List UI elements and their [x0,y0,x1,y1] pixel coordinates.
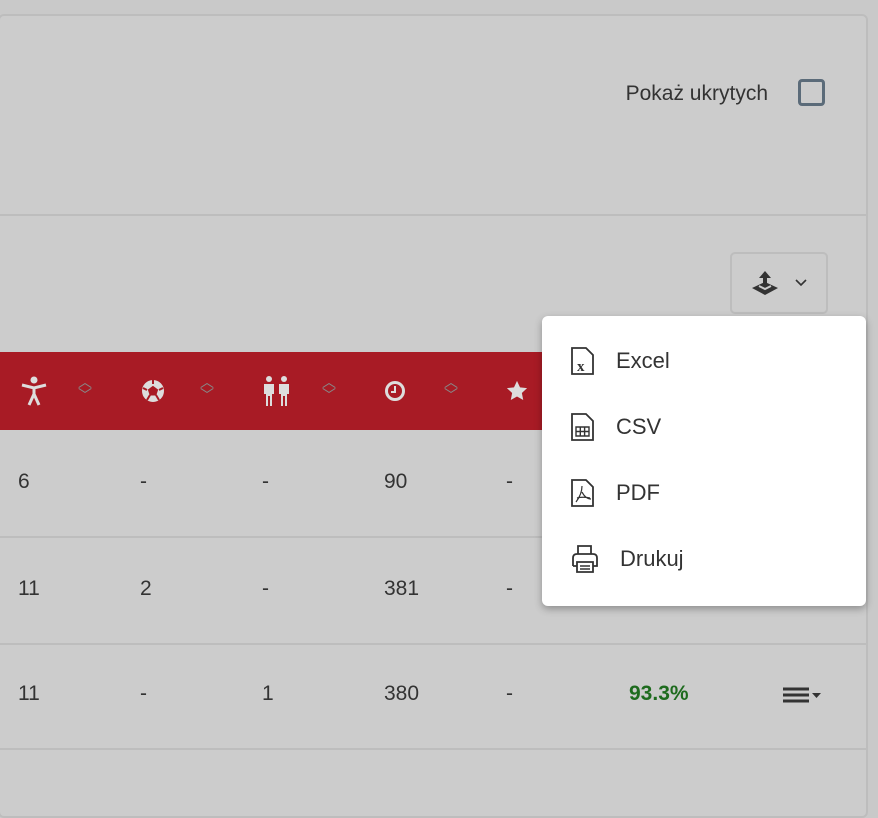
percentage: 93.3% [629,682,689,705]
csv-file-icon [571,413,594,441]
cell: - [262,577,269,600]
export-button[interactable] [730,252,828,314]
chevron-down-icon [795,279,807,287]
cell: 2 [140,577,152,600]
pdf-file-icon [571,479,594,507]
table-row: 11 - 1 380 - 93.3% [0,642,866,750]
table-row: 11 2 - 381 - [0,537,866,645]
star-icon [506,380,528,400]
menu-label: PDF [616,480,660,505]
export-csv[interactable]: CSV [570,412,661,442]
cell: - [140,682,147,705]
print[interactable]: Drukuj [570,544,684,574]
cell: - [262,470,269,493]
sort-toggle[interactable]: ︿ ﹀ [444,374,458,403]
cell: 90 [384,470,408,493]
person-icon [21,376,47,406]
cell: 11 [18,577,40,600]
show-hidden-label: Pokaż ukrytych [625,82,768,105]
export-icon [752,271,778,295]
cell: - [140,470,147,493]
export-pdf[interactable]: PDF [570,478,660,508]
sort-toggle[interactable]: ︿ ﹀ [322,374,336,403]
menu-label: CSV [616,414,662,439]
menu-label: Drukuj [620,546,684,571]
svg-text:x: x [577,359,585,375]
cell: - [506,682,513,705]
cell: 1 [262,682,274,705]
divider [0,214,866,216]
cell: 380 [384,682,420,705]
excel-file-icon: x [571,347,594,375]
export-menu: x Excel CSV PDF Drukuj [542,316,866,606]
cell: 381 [384,577,420,600]
cell: - [506,470,513,493]
export-excel[interactable]: x Excel [570,346,670,376]
menu-label: Excel [616,348,670,373]
sort-toggle[interactable]: ︿ ﹀ [200,374,214,403]
clock-icon [385,381,405,401]
cell: 11 [18,682,40,705]
sort-toggle[interactable]: ︿ ﹀ [78,374,92,403]
table-row: 6 - - 90 - [0,430,866,538]
row-menu-icon[interactable] [783,686,823,706]
show-hidden-checkbox[interactable] [798,79,825,106]
cell: - [506,577,513,600]
cell: 6 [18,470,30,493]
soccer-ball-icon [142,380,164,402]
people-icon [264,376,289,406]
printer-icon [572,545,598,573]
